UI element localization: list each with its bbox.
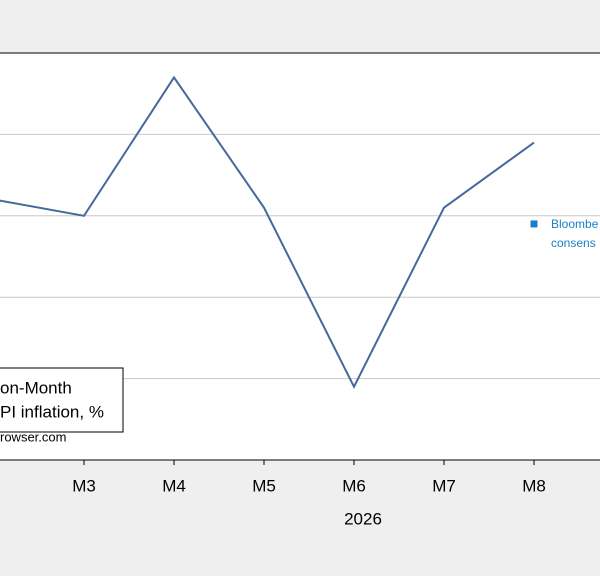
source-text: rowser.com [0,429,66,444]
x-tick-label: M7 [432,476,456,495]
annotation-text: Bloombe [551,217,599,231]
x-axis-label: 2026 [344,509,382,528]
data-line [0,75,535,389]
legend-box [0,367,124,433]
annotation-text: consens [551,236,596,250]
x-tick-label: M6 [342,476,366,495]
x-tick-label: M4 [162,476,186,495]
x-tick-label: M5 [252,476,276,495]
x-tick-label: M3 [72,476,96,495]
legend-text: PI inflation, % [0,402,104,421]
legend-text: on-Month [0,378,72,397]
x-tick-label: M8 [522,476,546,495]
consensus-marker [530,220,538,228]
